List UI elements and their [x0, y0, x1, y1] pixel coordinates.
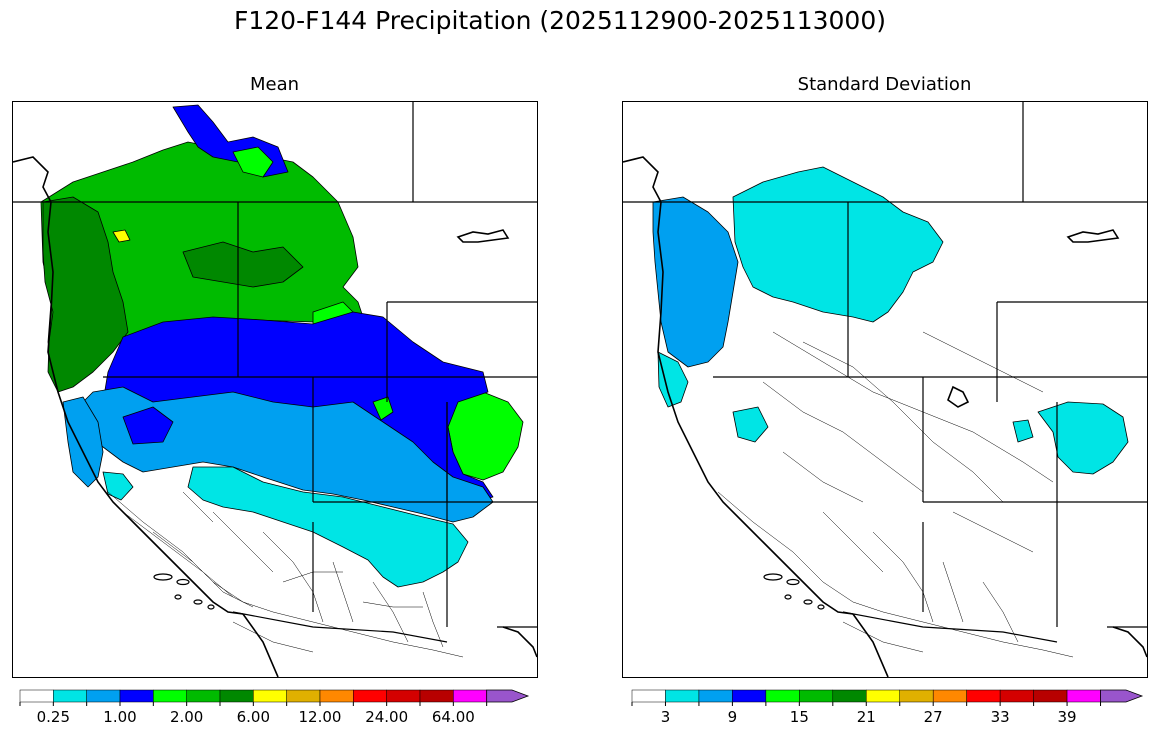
colorbar-swatch	[253, 689, 287, 703]
mean-coastline	[13, 156, 537, 677]
colorbar-tick-label: 39	[1058, 708, 1077, 726]
mean-precip-regions	[40, 104, 524, 588]
stddev-panel-title: Standard Deviation	[797, 74, 972, 95]
region-bright-green-3	[372, 396, 394, 421]
stddev-basin-lines	[717, 331, 1074, 658]
colorbar-swatch	[286, 689, 321, 703]
region-blue-west	[122, 406, 174, 445]
colorbar-swatch	[153, 689, 187, 703]
region-yellow	[112, 229, 131, 243]
colorbar-swatch	[419, 689, 454, 703]
stddev-colorbar: 3 9 15 21 27 33 39	[631, 689, 1144, 726]
region-stddev-cyan-2	[732, 406, 769, 443]
colorbar-swatch	[698, 689, 733, 703]
colorbar-swatch	[19, 689, 54, 703]
colorbar-swatch	[866, 689, 900, 703]
stddev-islands	[763, 573, 825, 610]
region-medium-blue	[72, 386, 494, 523]
colorbar-swatch	[219, 689, 254, 703]
colorbar-tick-label: 0.25	[37, 708, 70, 726]
region-bright-green-1	[232, 146, 274, 178]
region-medium-blue-coast	[62, 396, 104, 488]
mean-map	[12, 101, 538, 678]
colorbar-swatch	[53, 689, 87, 703]
colorbar-swatch	[353, 689, 387, 703]
region-cyan	[187, 466, 469, 588]
colorbar-swatch	[665, 689, 700, 703]
colorbar-tick-label: 6.00	[237, 708, 270, 726]
stddev-political-borders	[623, 102, 1147, 643]
stddev-coastline	[623, 156, 1147, 677]
colorbar-swatch	[486, 689, 530, 703]
colorbar-tick-label: 1.00	[103, 708, 136, 726]
colorbar-tick-label: 64.00	[432, 708, 475, 726]
region-stddev-cyan-east	[1037, 401, 1129, 475]
colorbar-tick-label: 15	[790, 708, 809, 726]
colorbar-swatch	[319, 689, 354, 703]
colorbar-swatch	[453, 689, 487, 703]
colorbar-tick-label: 21	[857, 708, 876, 726]
mean-basin-lines	[107, 491, 464, 658]
colorbar-swatch	[1100, 689, 1144, 703]
colorbar-tick-label: 27	[924, 708, 943, 726]
stddev-map	[622, 101, 1148, 678]
colorbar-swatch	[966, 689, 1001, 703]
colorbar-swatch	[186, 689, 221, 703]
colorbar-tick-label: 24.00	[365, 708, 408, 726]
region-coast-darkgreen	[42, 196, 129, 393]
colorbar-tick-label: 3	[661, 708, 671, 726]
colorbar-swatch	[119, 689, 154, 703]
stddev-regions	[652, 166, 1129, 475]
colorbar-tick-label: 2.00	[170, 708, 203, 726]
region-stddev-cyan-east2	[1012, 419, 1034, 443]
region-stddev-cyan-coast	[657, 351, 689, 408]
colorbar-swatch	[899, 689, 934, 703]
mean-colorbar: 0.25 1.00 2.00 6.00 12.00 24.00 64.00	[19, 689, 530, 726]
region-stddev-blue-coast	[652, 196, 739, 368]
mean-panel-title: Mean	[249, 74, 300, 95]
mean-political-borders	[13, 102, 537, 643]
figure-title: F120-F144 Precipitation (2025112900-2025…	[233, 6, 886, 35]
colorbar-swatch	[1033, 689, 1068, 703]
colorbar-tick-label: 12.00	[299, 708, 342, 726]
colorbar-swatch	[832, 689, 867, 703]
colorbar-swatch	[631, 689, 666, 703]
colorbar-swatch	[732, 689, 767, 703]
colorbar-swatch	[386, 689, 421, 703]
colorbar-swatch	[799, 689, 834, 703]
colorbar-swatch	[1066, 689, 1101, 703]
colorbar-tick-label: 9	[728, 708, 738, 726]
colorbar-swatch	[999, 689, 1034, 703]
colorbar-swatch	[765, 689, 800, 703]
colorbar-swatch	[86, 689, 121, 703]
region-stddev-cyan-north	[732, 166, 944, 323]
mean-islands	[153, 573, 215, 610]
colorbar-tick-label: 33	[991, 708, 1010, 726]
region-cyan-2	[102, 471, 134, 501]
colorbar-swatch	[932, 689, 967, 703]
